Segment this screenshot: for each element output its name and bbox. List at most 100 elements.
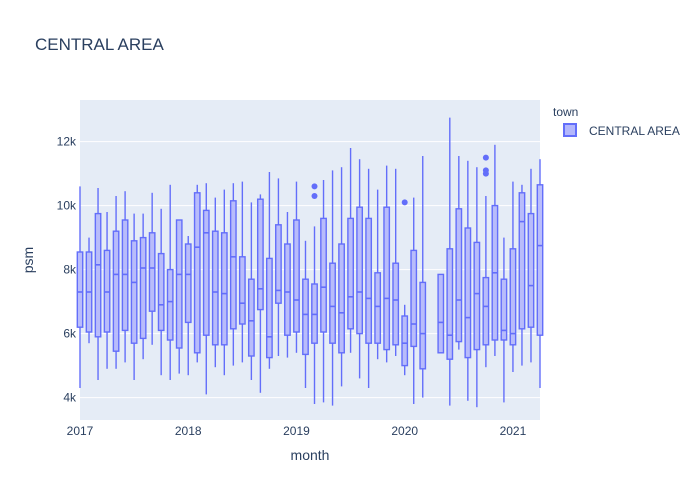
box-2018-04[interactable]: [211, 197, 219, 368]
box-iqr: [229, 200, 237, 330]
box-iqr: [211, 230, 219, 346]
box-2020-06[interactable]: [446, 117, 454, 406]
box-iqr: [184, 243, 192, 324]
box-2019-02[interactable]: [302, 240, 309, 388]
box-iqr: [238, 256, 246, 325]
box-2018-07[interactable]: [238, 181, 246, 363]
box-iqr: [320, 217, 327, 333]
box-iqr: [130, 240, 138, 344]
box-2020-05[interactable]: [437, 273, 445, 354]
box-2019-11[interactable]: [383, 165, 391, 363]
y-tick-label: 8k: [63, 263, 77, 277]
box-iqr: [266, 257, 273, 359]
box-2018-12[interactable]: [284, 212, 291, 358]
box-iqr: [509, 248, 517, 346]
box-2020-01[interactable]: [401, 199, 409, 376]
box-2017-02[interactable]: [85, 237, 93, 344]
box-2020-09[interactable]: [473, 167, 481, 408]
box-2020-02[interactable]: [410, 197, 418, 404]
x-tick-labels: 2017 2018 2019 2020 2021: [67, 424, 527, 438]
box-iqr: [94, 212, 102, 338]
box-iqr: [527, 212, 535, 328]
box-iqr: [437, 273, 445, 354]
box-iqr: [383, 206, 391, 351]
plot-area: [80, 100, 540, 420]
box-2020-03[interactable]: [419, 156, 427, 398]
box-iqr: [392, 262, 400, 346]
box-iqr: [76, 251, 84, 328]
box-2019-05[interactable]: [329, 170, 336, 406]
box-iqr: [329, 262, 336, 344]
y-tick-label: 10k: [57, 199, 77, 213]
box-iqr: [536, 184, 544, 336]
outlier-point: [482, 167, 489, 174]
box-2017-03[interactable]: [94, 188, 102, 380]
box-2019-10[interactable]: [374, 189, 382, 360]
x-tick-label: 2018: [175, 424, 202, 438]
box-2017-05[interactable]: [112, 196, 120, 369]
box-2019-12[interactable]: [392, 168, 400, 356]
box-2018-05[interactable]: [220, 189, 228, 376]
box-2019-09[interactable]: [365, 168, 373, 388]
box-iqr: [121, 219, 129, 332]
box-iqr: [293, 219, 300, 333]
box-2019-03[interactable]: [311, 183, 318, 404]
box-2020-12[interactable]: [500, 237, 508, 403]
y-axis-title: psm: [20, 247, 36, 273]
box-2017-10[interactable]: [157, 208, 165, 376]
box-2017-06[interactable]: [121, 191, 129, 363]
box-iqr: [275, 224, 282, 304]
box-iqr: [365, 217, 373, 344]
box-2021-03[interactable]: [527, 168, 535, 363]
box-iqr: [356, 206, 364, 335]
box-series[interactable]: [76, 117, 544, 408]
y-tick-labels: 4k 6k 8k 10k 12k: [57, 135, 77, 405]
box-2017-01[interactable]: [76, 186, 84, 388]
box-2018-08[interactable]: [247, 202, 255, 380]
box-2018-03[interactable]: [202, 183, 210, 395]
box-iqr: [473, 241, 481, 351]
box-2019-01[interactable]: [293, 181, 300, 353]
legend[interactable]: town CENTRAL AREA: [553, 105, 680, 138]
box-2018-02[interactable]: [193, 184, 201, 363]
box-2017-08[interactable]: [139, 213, 147, 360]
box-2020-07[interactable]: [455, 156, 463, 350]
box-iqr: [139, 236, 147, 340]
box-2018-09[interactable]: [256, 194, 264, 393]
box-iqr: [202, 209, 210, 336]
legend-swatch: [563, 123, 577, 137]
legend-entry-central-area[interactable]: CENTRAL AREA: [589, 124, 680, 138]
box-iqr: [518, 192, 526, 330]
box-2017-09[interactable]: [148, 192, 156, 345]
box-iqr: [256, 198, 264, 311]
box-2018-10[interactable]: [266, 172, 273, 369]
box-2019-08[interactable]: [356, 159, 364, 379]
box-iqr: [220, 232, 228, 346]
box-2020-11[interactable]: [491, 144, 499, 356]
box-2017-11[interactable]: [166, 184, 174, 380]
box-iqr: [374, 272, 382, 344]
box-iqr: [410, 249, 418, 348]
box-2017-04[interactable]: [103, 212, 111, 369]
box-2021-01[interactable]: [509, 181, 517, 372]
box-2018-11[interactable]: [275, 178, 282, 356]
box-2020-10[interactable]: [482, 154, 490, 368]
box-2019-06[interactable]: [338, 167, 345, 387]
box-iqr: [482, 276, 490, 346]
outlier-point: [311, 193, 318, 199]
box-2019-07[interactable]: [347, 148, 354, 353]
box-2017-12[interactable]: [175, 219, 183, 374]
box-2018-01[interactable]: [184, 236, 192, 376]
legend-title: town: [553, 105, 578, 119]
box-iqr: [455, 208, 463, 343]
x-tick-label: 2019: [283, 424, 310, 438]
box-2021-02[interactable]: [518, 184, 526, 366]
box-2018-06[interactable]: [229, 183, 237, 366]
box-iqr: [193, 192, 201, 354]
box-2020-08[interactable]: [464, 160, 472, 401]
box-2017-07[interactable]: [130, 213, 138, 380]
box-iqr: [157, 252, 165, 332]
box-iqr: [175, 219, 183, 349]
box-2019-04[interactable]: [320, 180, 327, 403]
box-2021-04[interactable]: [536, 159, 544, 388]
